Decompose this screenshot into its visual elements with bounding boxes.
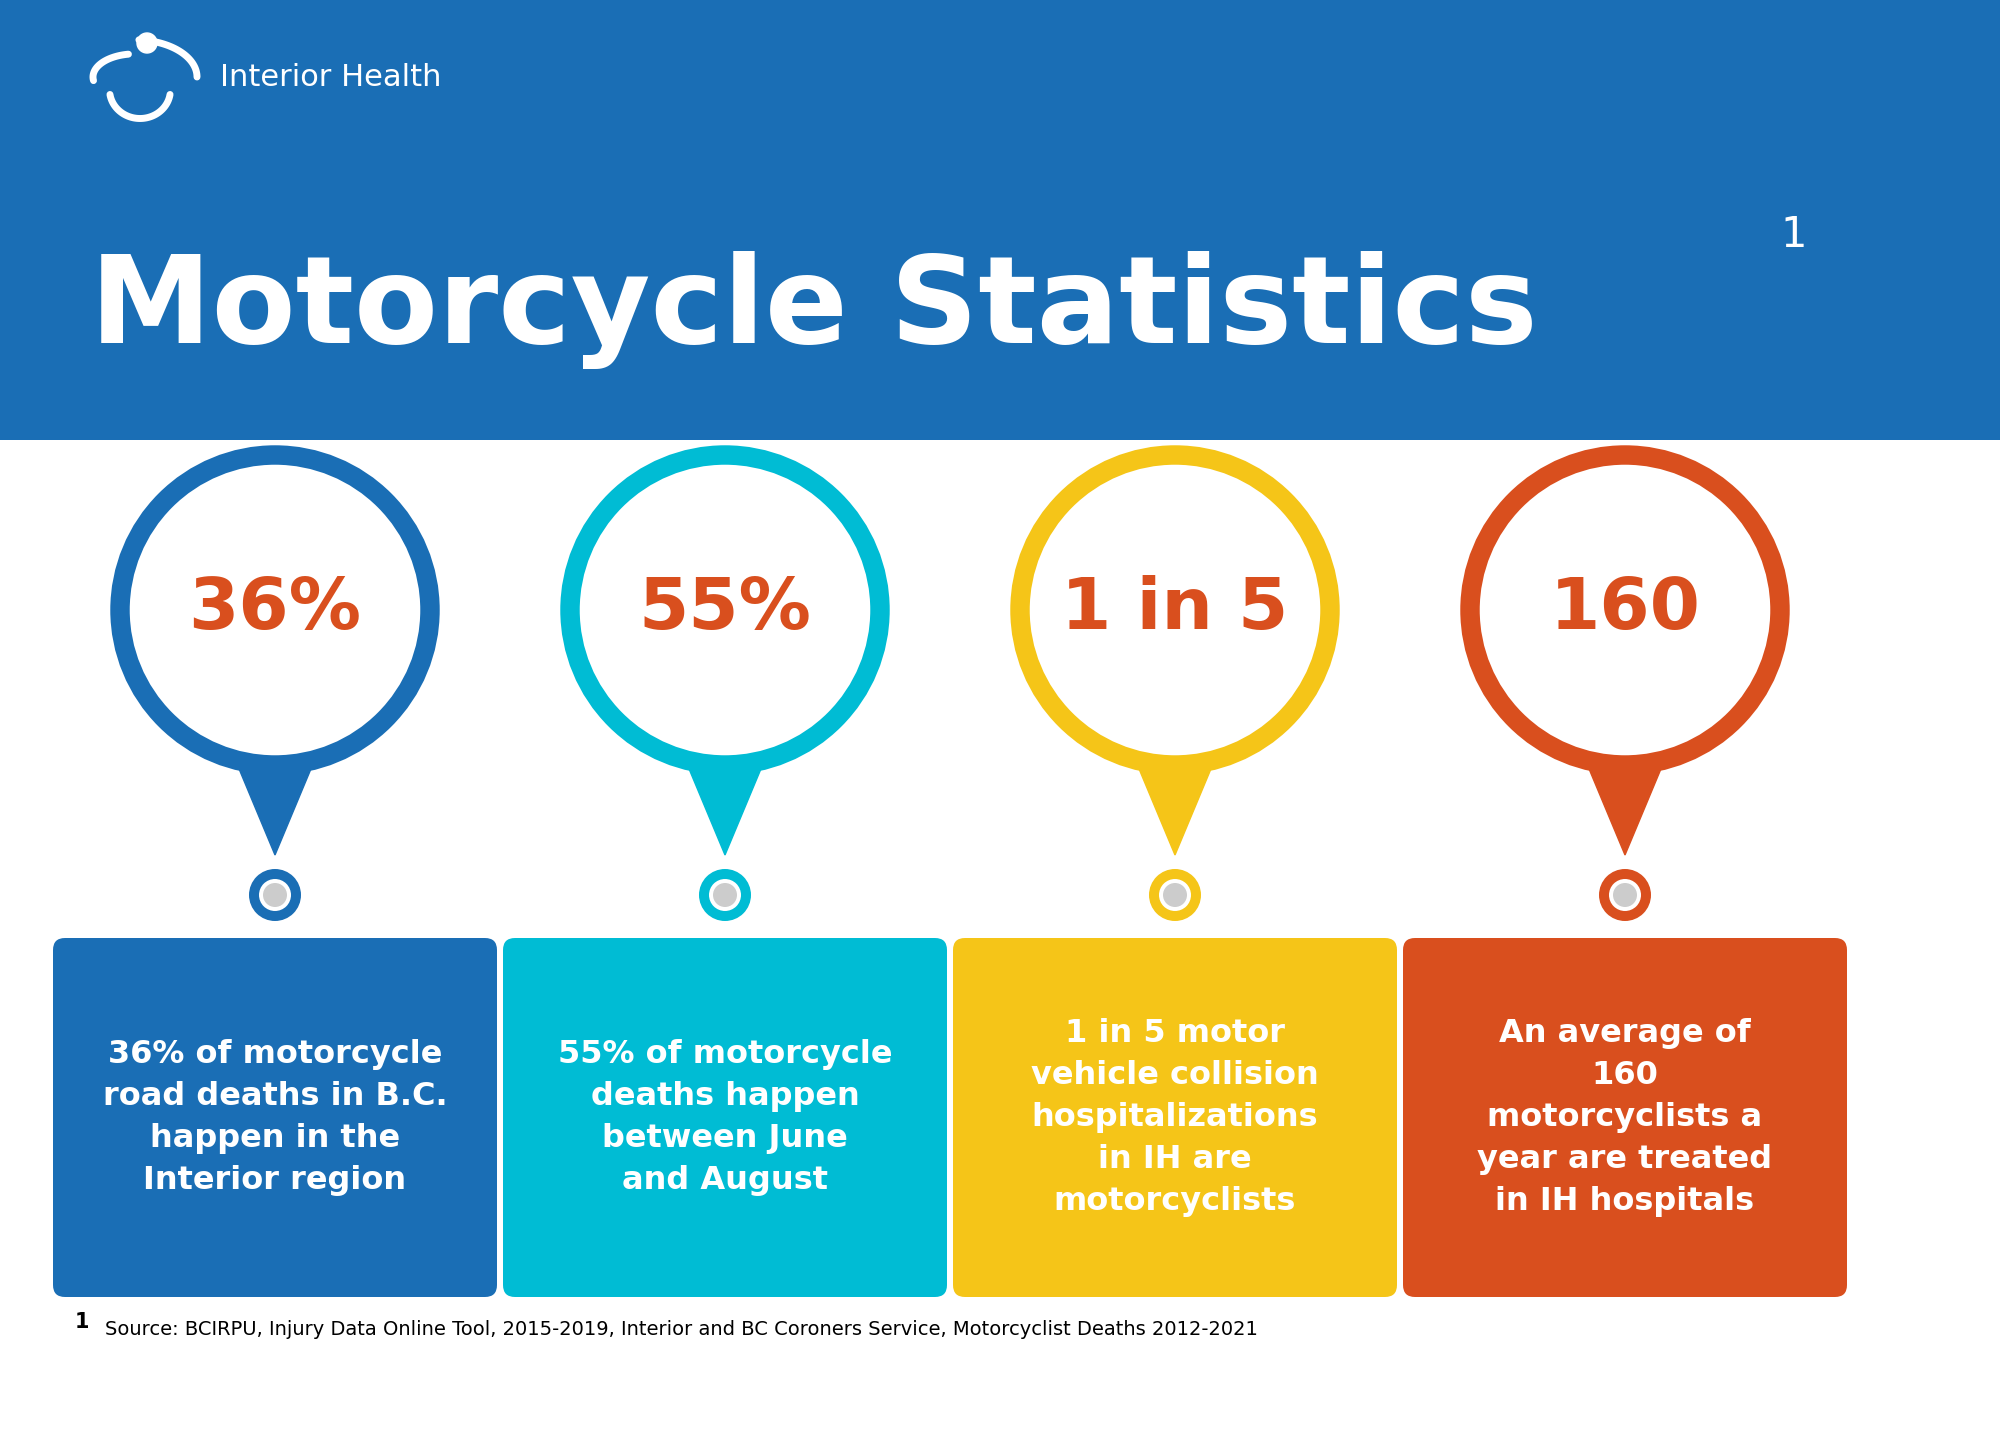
Circle shape xyxy=(264,883,288,907)
Circle shape xyxy=(708,878,740,912)
Circle shape xyxy=(1020,455,1330,765)
Circle shape xyxy=(570,455,880,765)
Text: 36%: 36% xyxy=(188,576,362,645)
Polygon shape xyxy=(676,740,772,855)
FancyBboxPatch shape xyxy=(504,937,948,1297)
FancyBboxPatch shape xyxy=(0,0,2000,441)
Circle shape xyxy=(1608,878,1640,912)
Circle shape xyxy=(1164,883,1188,907)
Circle shape xyxy=(700,868,752,922)
Text: 1: 1 xyxy=(76,1312,90,1332)
FancyBboxPatch shape xyxy=(1404,937,1848,1297)
Text: 1: 1 xyxy=(1780,215,1806,256)
Text: 55% of motorcycle
deaths happen
between June
and August: 55% of motorcycle deaths happen between … xyxy=(558,1040,892,1195)
Text: 1 in 5: 1 in 5 xyxy=(1062,576,1288,645)
Polygon shape xyxy=(228,740,324,855)
Text: Interior Health: Interior Health xyxy=(220,62,442,92)
Circle shape xyxy=(120,455,430,765)
Circle shape xyxy=(1470,455,1780,765)
Text: Motorcycle Statistics: Motorcycle Statistics xyxy=(90,251,1538,369)
Text: An average of
160
motorcyclists a
year are treated
in IH hospitals: An average of 160 motorcyclists a year a… xyxy=(1478,1018,1772,1217)
Circle shape xyxy=(138,33,158,53)
Text: 55%: 55% xyxy=(638,576,812,645)
FancyBboxPatch shape xyxy=(52,937,498,1297)
Circle shape xyxy=(1612,883,1636,907)
Text: 1 in 5 motor
vehicle collision
hospitalizations
in IH are
motorcyclists: 1 in 5 motor vehicle collision hospitali… xyxy=(1032,1018,1318,1217)
Circle shape xyxy=(248,868,300,922)
Polygon shape xyxy=(1128,740,1224,855)
Circle shape xyxy=(712,883,736,907)
Circle shape xyxy=(1148,868,1200,922)
Circle shape xyxy=(1600,868,1652,922)
Text: 160: 160 xyxy=(1550,576,1700,645)
Circle shape xyxy=(260,878,292,912)
Polygon shape xyxy=(1576,740,1672,855)
Text: Source: BCIRPU, Injury Data Online Tool, 2015-2019, Interior and BC Coroners Ser: Source: BCIRPU, Injury Data Online Tool,… xyxy=(104,1320,1258,1339)
FancyBboxPatch shape xyxy=(954,937,1398,1297)
Circle shape xyxy=(1160,878,1192,912)
Text: 36% of motorcycle
road deaths in B.C.
happen in the
Interior region: 36% of motorcycle road deaths in B.C. ha… xyxy=(102,1040,448,1195)
